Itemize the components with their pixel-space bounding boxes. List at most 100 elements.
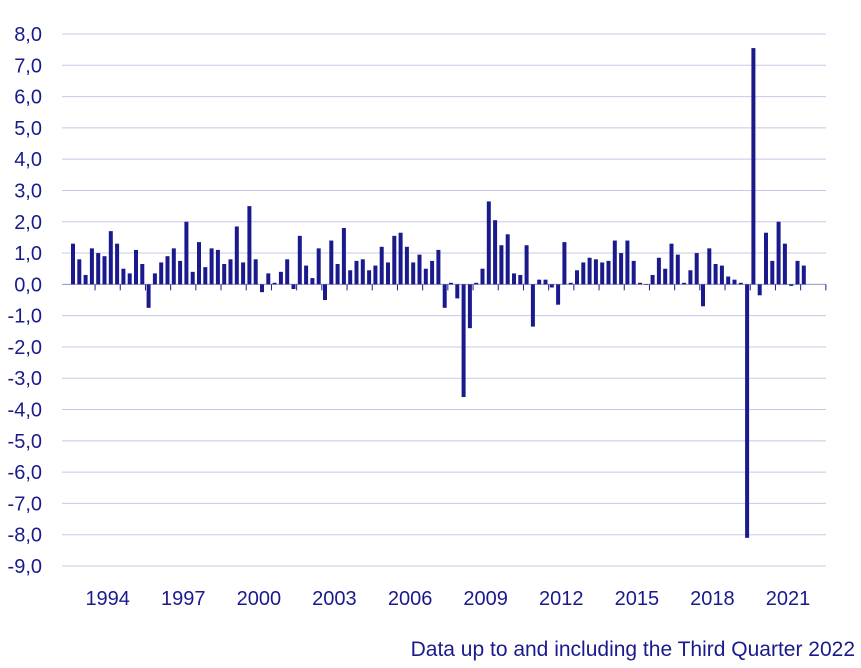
y-tick-label: -9,0 [8,556,42,578]
bar [694,253,699,285]
bar [310,278,315,285]
bar [341,228,346,285]
bar [512,273,516,285]
bar [115,243,120,285]
bar [297,235,302,285]
bar [96,253,101,285]
bar [682,282,687,285]
bar [436,249,441,285]
y-axis-tick-labels: 8,0 7,0 6,0 5,0 4,0 3,0 2,0 1,0 0,0 -1,0 -2,0 -3,0 -… [8,24,42,578]
bar [323,284,327,300]
footnote: Data up to and including the Third Quart… [410,638,855,661]
bar [222,264,227,285]
bar [398,232,403,285]
bar [266,273,271,285]
bar [606,260,611,285]
bar [707,248,712,285]
bar [549,284,554,288]
y-tick-label: -4,0 [8,400,42,422]
bar [738,282,743,285]
x-tick-label: 2012 [539,588,584,610]
bar [77,259,82,285]
bar [335,264,340,285]
x-tick-label: 2006 [388,588,433,610]
bar [417,254,422,285]
bar [505,234,510,285]
bar [656,257,661,285]
x-tick-label: 2003 [312,588,357,610]
bar [688,270,693,285]
bar [127,273,132,285]
bar [165,256,170,285]
bar [776,221,781,285]
x-tick-label: 1994 [85,588,130,610]
bar [260,284,264,293]
x-tick-label: 2009 [463,588,508,610]
bar [543,279,548,285]
bar [669,243,674,285]
bar [423,268,428,285]
bar [644,284,649,285]
bar [253,259,258,285]
bar [285,259,290,285]
bar [367,270,372,285]
bar [713,264,718,285]
bar [316,248,321,285]
bar [593,259,598,285]
bar [272,282,277,285]
bar [575,270,579,285]
bar [493,220,498,285]
bar [379,246,384,285]
bar [348,270,353,285]
y-tick-label: -5,0 [8,431,42,453]
bar [600,262,605,285]
y-tick-label: 7,0 [14,55,42,77]
y-tick-label: -7,0 [8,493,42,515]
bar [404,246,409,285]
bar [530,284,535,327]
y-tick-label: -8,0 [8,525,42,547]
x-tick-label: 2021 [766,588,811,610]
bar [701,284,705,307]
bar [71,243,75,285]
bar [197,242,201,285]
bar [675,254,680,285]
bar [178,260,183,285]
bar [663,268,668,285]
bar [241,262,246,285]
bar [719,265,724,285]
bar [732,279,737,285]
bar [430,260,435,285]
bar [278,271,283,285]
y-tick-label: 8,0 [14,24,42,46]
y-tick-label: 1,0 [14,243,42,265]
bar [782,243,787,285]
bar [795,260,800,285]
bar [83,274,88,285]
bar [373,265,378,285]
bar [203,267,208,285]
bar [329,240,334,285]
bar [354,260,359,285]
bar [146,284,151,308]
bar-series [71,48,806,538]
bar [474,282,479,285]
bar [524,245,529,285]
y-tick-label: -2,0 [8,337,42,359]
bar [228,259,233,285]
bar [190,271,195,285]
bar [134,249,138,285]
y-tick-label: 0,0 [14,274,42,296]
bar [745,284,750,538]
bar [152,273,157,285]
x-tick-label: 2018 [690,588,735,610]
bar [467,284,472,329]
bar [108,231,113,285]
bar [411,262,416,285]
bar [184,221,189,285]
bar [234,226,239,285]
bar [587,257,592,285]
bar [612,240,617,285]
bar [102,256,107,285]
